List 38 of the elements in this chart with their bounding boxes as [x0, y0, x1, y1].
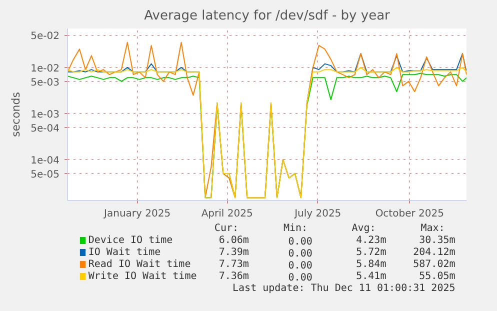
y-tick-label: 1e-03 — [30, 110, 60, 121]
text: Max: — [420, 223, 445, 234]
text: 0.00 — [288, 272, 312, 284]
text: 30.35m — [419, 235, 456, 246]
text: 7.39m — [218, 247, 249, 258]
text: 6.06m — [218, 235, 249, 246]
text: 204.12m — [413, 247, 456, 258]
text: 0.00 — [288, 260, 312, 272]
text: 7.73m — [218, 259, 249, 270]
text: Min: — [283, 223, 308, 234]
text: 4.23m — [356, 235, 386, 246]
y-tick-label: 5e-05 — [30, 170, 60, 181]
x-tick-label: July 2025 — [294, 208, 342, 220]
text: 5.72m — [356, 247, 386, 258]
x-tick-label: October 2025 — [375, 208, 444, 220]
text: 55.05m — [419, 271, 456, 282]
x-tick-label: April 2025 — [201, 208, 253, 220]
legend-label: Device IO time — [88, 235, 173, 246]
legend-label: Read IO Wait time — [88, 259, 191, 270]
text: 5.41m — [356, 271, 386, 282]
chart-title: Average latency for /dev/sdf - by year — [144, 8, 391, 24]
y-tick-label: 5e-02 — [30, 31, 60, 42]
text: Last update: Thu Dec 11 01:00:31 2025 — [232, 283, 456, 294]
text: 7.36m — [218, 271, 249, 282]
text: Cur: — [214, 223, 239, 234]
text: 587.02m — [413, 259, 456, 270]
y-tick-label: 1e-04 — [30, 156, 60, 167]
y-tick-label: 5e-04 — [30, 123, 60, 134]
legend-label: IO Wait time — [88, 247, 161, 258]
x-tick-label: January 2025 — [103, 208, 171, 220]
legend-label: Write IO Wait time — [88, 271, 197, 282]
text: 0.00 — [288, 248, 312, 260]
y-tick-label: 5e-03 — [30, 77, 60, 88]
text: 0.00 — [288, 236, 312, 248]
y-tick-label: 1e-02 — [30, 63, 60, 74]
text: 5.84m — [356, 259, 386, 270]
text: Avg: — [352, 223, 376, 234]
y-axis-title: seconds — [10, 92, 23, 137]
